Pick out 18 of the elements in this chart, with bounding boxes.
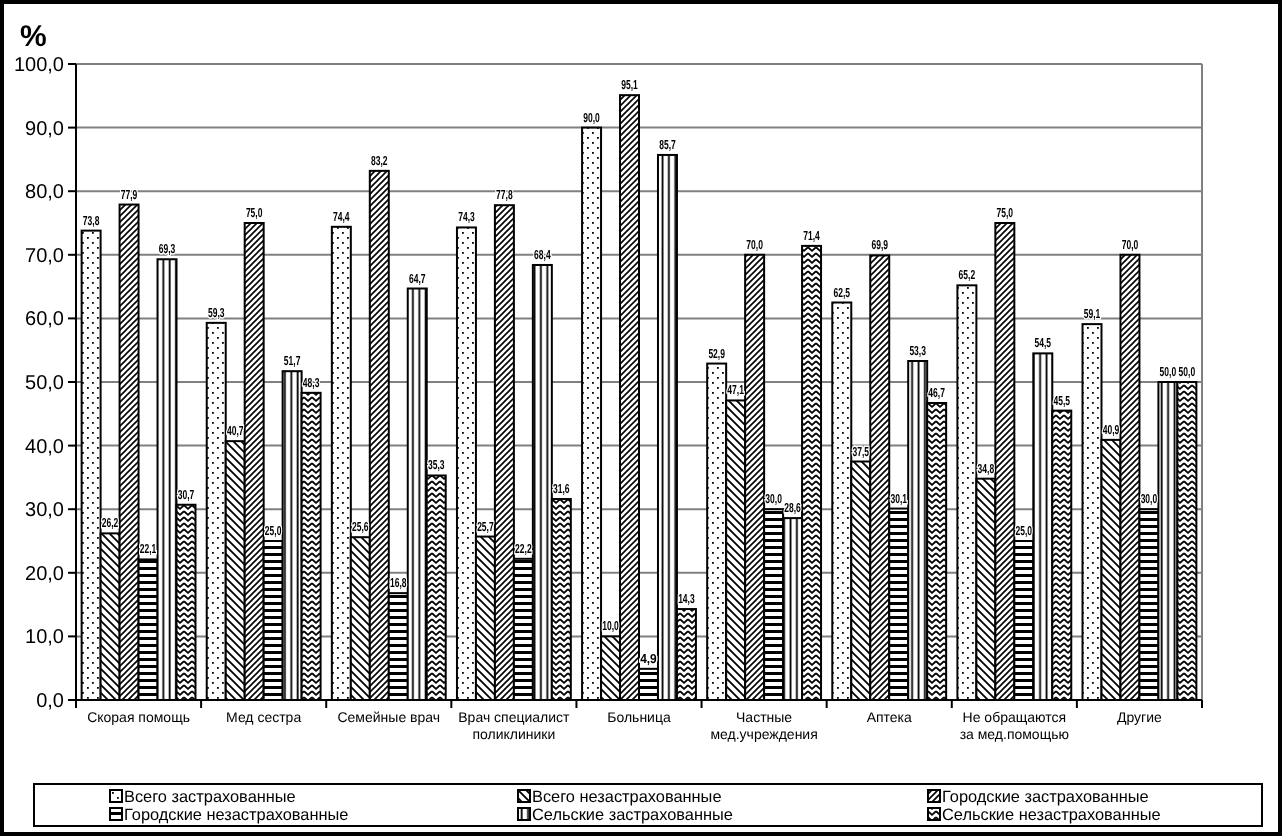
- legend-label: Всего застрахованные: [124, 788, 297, 806]
- legend-label: Всего незастрахованные: [532, 788, 723, 806]
- y-tick-label: 20,0: [25, 563, 65, 586]
- y-tick-label: 90,0: [25, 118, 65, 141]
- y-tick-label: 10,0: [25, 627, 65, 650]
- y-tick-label: 100,0: [13, 55, 65, 77]
- y-tick-label: 50,0: [25, 373, 65, 395]
- y-axis-title: %: [20, 20, 47, 54]
- legend-label: Городские незастрахованные: [124, 806, 350, 824]
- y-tick-label: 40,0: [25, 436, 65, 459]
- legend-label: Сельские застрахованные: [532, 806, 734, 824]
- y-tick-label: 80,0: [25, 182, 65, 205]
- y-tick-label: 0,0: [36, 691, 65, 713]
- y-tick-label: 70,0: [25, 245, 65, 268]
- y-tick-label: 30,0: [25, 500, 65, 523]
- legend-label: Сельские незастрахованные: [942, 806, 1162, 824]
- y-tick-label: 60,0: [25, 309, 65, 332]
- legend-label: Городские застрахованные: [942, 788, 1150, 806]
